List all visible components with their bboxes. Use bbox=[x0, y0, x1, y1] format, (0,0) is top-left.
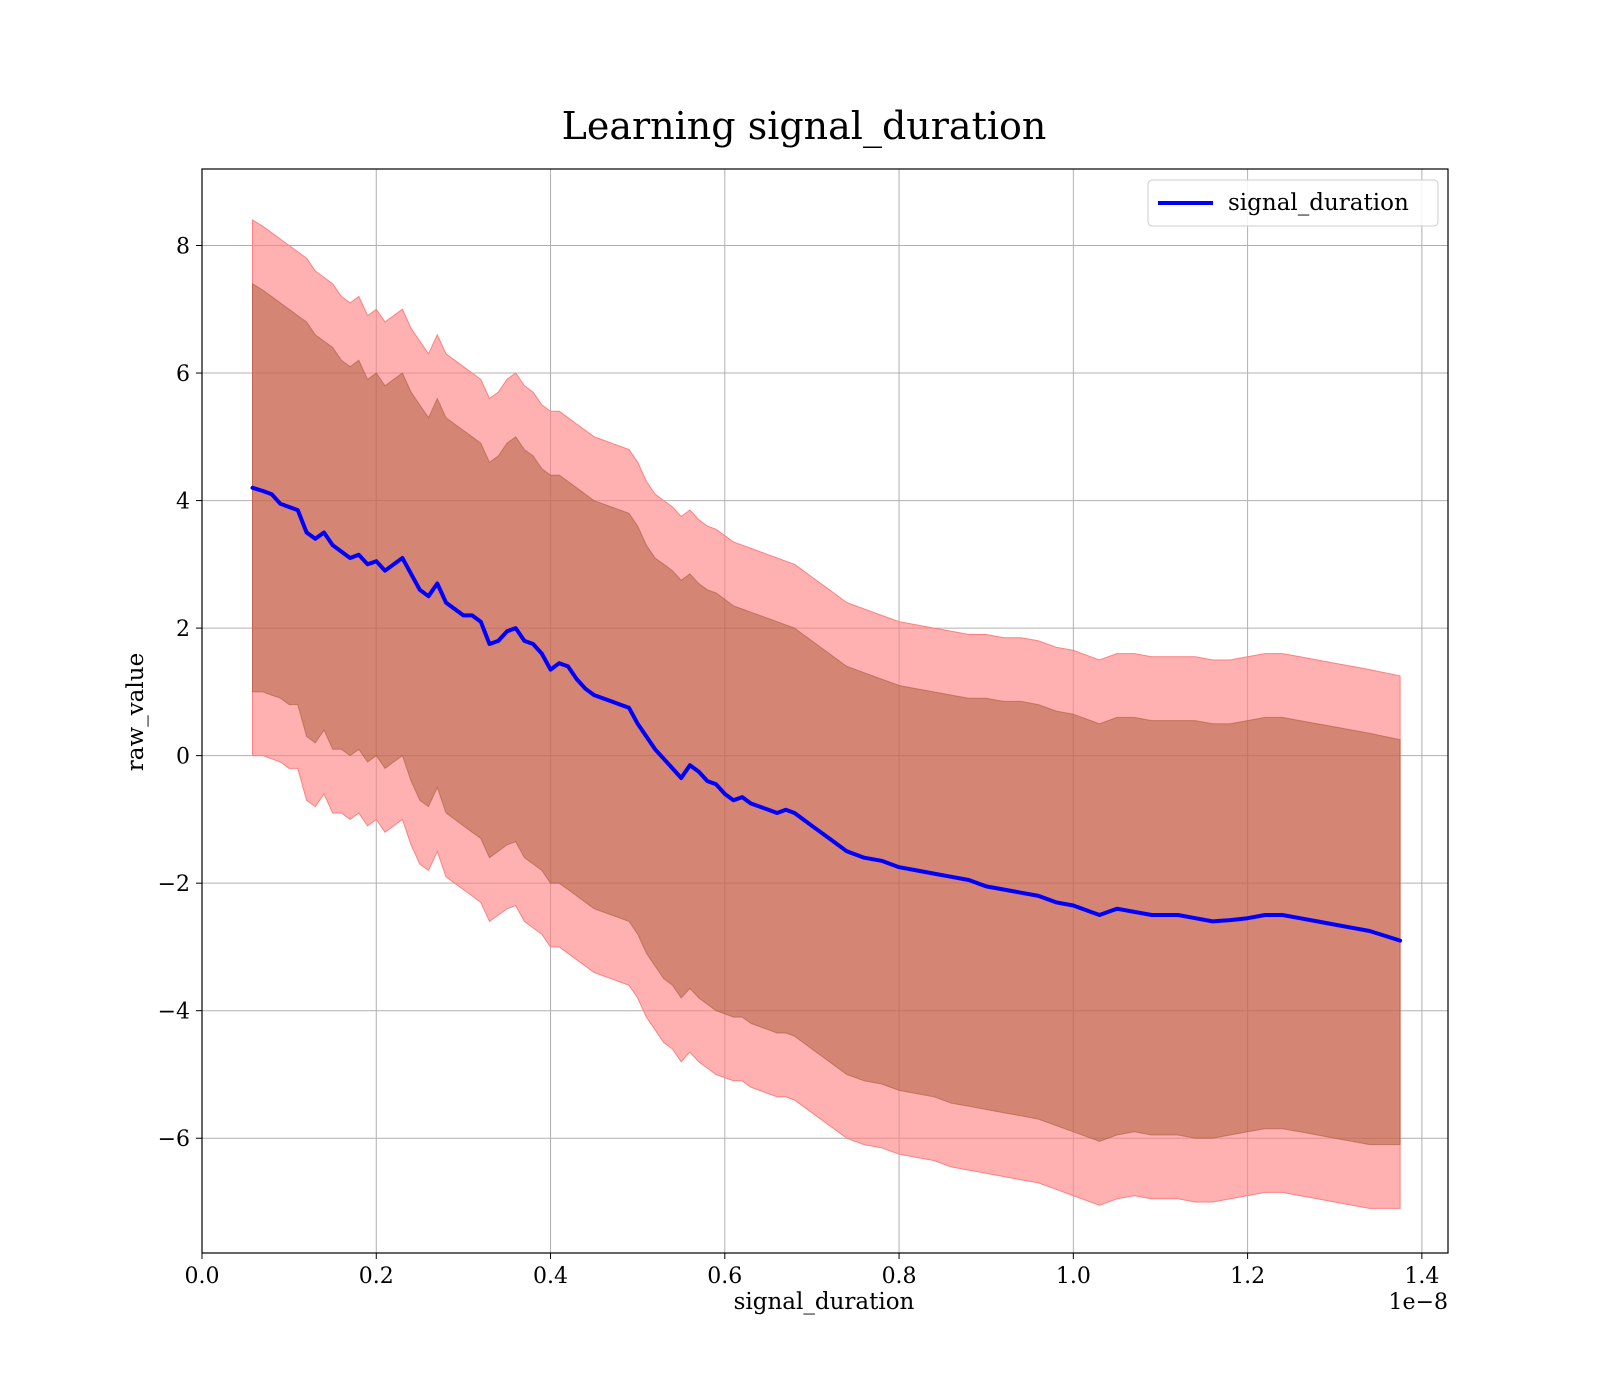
y-tick-label: −2 bbox=[158, 872, 190, 897]
y-axis-ticks: −6 −4 −2 0 2 4 6 8 bbox=[158, 235, 202, 1152]
legend: signal_duration bbox=[1147, 179, 1439, 227]
y-tick-label: −4 bbox=[158, 1000, 190, 1025]
y-tick-label: 8 bbox=[176, 235, 190, 260]
x-tick-label: 0.8 bbox=[882, 1264, 917, 1289]
y-tick-label: 4 bbox=[176, 490, 190, 515]
x-tick-label: 1.0 bbox=[1056, 1264, 1091, 1289]
chart-title: Learning signal_duration bbox=[562, 104, 1047, 149]
legend-label: signal_duration bbox=[1228, 190, 1409, 216]
x-tick-label: 1.2 bbox=[1230, 1264, 1265, 1289]
legend-box bbox=[1147, 179, 1439, 227]
series-lines bbox=[250, 485, 1403, 943]
outer-confidence-band bbox=[252, 219, 1401, 1209]
x-axis-ticks: 0.0 0.2 0.4 0.6 0.8 1.0 1.2 1.4 bbox=[185, 1253, 1439, 1289]
x-tick-label: 1.4 bbox=[1404, 1264, 1439, 1289]
confidence-bands bbox=[252, 219, 1401, 1209]
y-tick-label: 2 bbox=[176, 617, 190, 642]
x-axis-offset-text: 1e−8 bbox=[1389, 1290, 1448, 1315]
y-tick-label: 6 bbox=[176, 362, 190, 387]
x-tick-label: 0.4 bbox=[533, 1264, 568, 1289]
x-tick-label: 0.2 bbox=[359, 1264, 394, 1289]
plot-frame bbox=[201, 168, 1449, 1254]
y-tick-label: 0 bbox=[176, 745, 190, 770]
x-tick-label: 0.6 bbox=[707, 1264, 742, 1289]
x-tick-label: 0.0 bbox=[185, 1264, 220, 1289]
y-tick-label: −6 bbox=[158, 1127, 190, 1152]
x-axis-label: signal_duration bbox=[734, 1289, 915, 1315]
mean-line bbox=[250, 485, 1403, 943]
y-axis-label: raw_value bbox=[123, 653, 149, 771]
inner-confidence-band bbox=[252, 282, 1401, 1146]
